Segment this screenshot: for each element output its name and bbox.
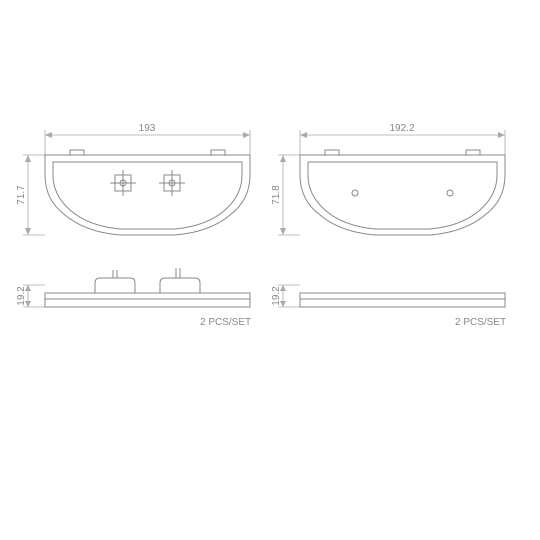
right-side-height-dim: 19.2 bbox=[271, 286, 282, 306]
left-front-view: 193 71.7 bbox=[16, 123, 250, 235]
left-height-dim: 71.7 bbox=[16, 185, 27, 205]
right-side-view: 19.2 2 PCS/SET bbox=[271, 285, 506, 328]
right-label: 2 PCS/SET bbox=[455, 317, 506, 328]
right-height-dim: 71.8 bbox=[271, 185, 282, 205]
left-label: 2 PCS/SET bbox=[200, 317, 251, 328]
technical-drawing: 193 71.7 bbox=[0, 0, 540, 540]
left-side-height-dim: 19.2 bbox=[16, 286, 27, 306]
left-side-view: 19.2 2 PCS/SET bbox=[16, 268, 251, 328]
left-width-dim: 193 bbox=[139, 123, 156, 134]
right-front-view: 192.2 71.8 bbox=[271, 123, 505, 235]
right-width-dim: 192.2 bbox=[389, 123, 414, 134]
